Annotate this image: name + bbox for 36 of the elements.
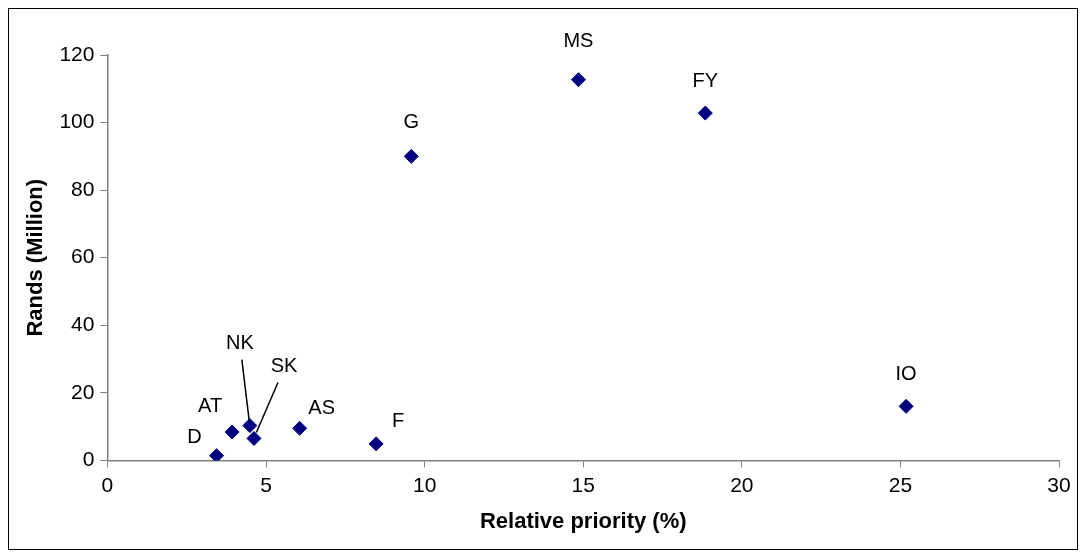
annotation: D bbox=[187, 425, 202, 448]
y-axis-title: Rands (Million) bbox=[22, 178, 48, 337]
point bbox=[209, 448, 225, 461]
point bbox=[368, 436, 384, 452]
point bbox=[246, 430, 262, 446]
point bbox=[403, 148, 419, 164]
y-tick-label: 60 bbox=[71, 244, 95, 268]
annotation: G bbox=[403, 109, 420, 132]
point bbox=[224, 424, 240, 440]
x-tick-label: 5 bbox=[260, 472, 272, 496]
y-tick-label: 80 bbox=[71, 176, 95, 200]
x-tick-label: 25 bbox=[888, 472, 913, 496]
x-tick-label: 20 bbox=[730, 472, 754, 496]
annotation: F bbox=[391, 409, 405, 432]
point bbox=[242, 418, 258, 434]
point bbox=[697, 105, 713, 121]
y-tick-label: 120 bbox=[59, 41, 95, 65]
annotation: MS bbox=[563, 29, 594, 52]
point bbox=[570, 72, 586, 88]
annotation: IO bbox=[895, 361, 917, 384]
annotation: SK bbox=[270, 353, 298, 376]
x-tick-label: 15 bbox=[571, 472, 595, 496]
annotation: AT bbox=[198, 393, 223, 416]
x-tick-label: 0 bbox=[101, 472, 114, 496]
point bbox=[898, 398, 914, 414]
annotation: FY bbox=[692, 68, 719, 91]
point bbox=[292, 420, 308, 436]
y-tick-label: 20 bbox=[71, 379, 95, 403]
y-tick-label: 100 bbox=[59, 109, 95, 133]
annotation: NK bbox=[225, 331, 255, 354]
annotation: AS bbox=[308, 395, 335, 418]
y-tick-label: 40 bbox=[71, 312, 95, 336]
y-tick-label: 0 bbox=[82, 447, 95, 471]
x-tick-label: 10 bbox=[412, 472, 437, 496]
x-axis-title: Relative priority (%) bbox=[479, 507, 687, 533]
x-tick-label: 30 bbox=[1047, 472, 1071, 496]
